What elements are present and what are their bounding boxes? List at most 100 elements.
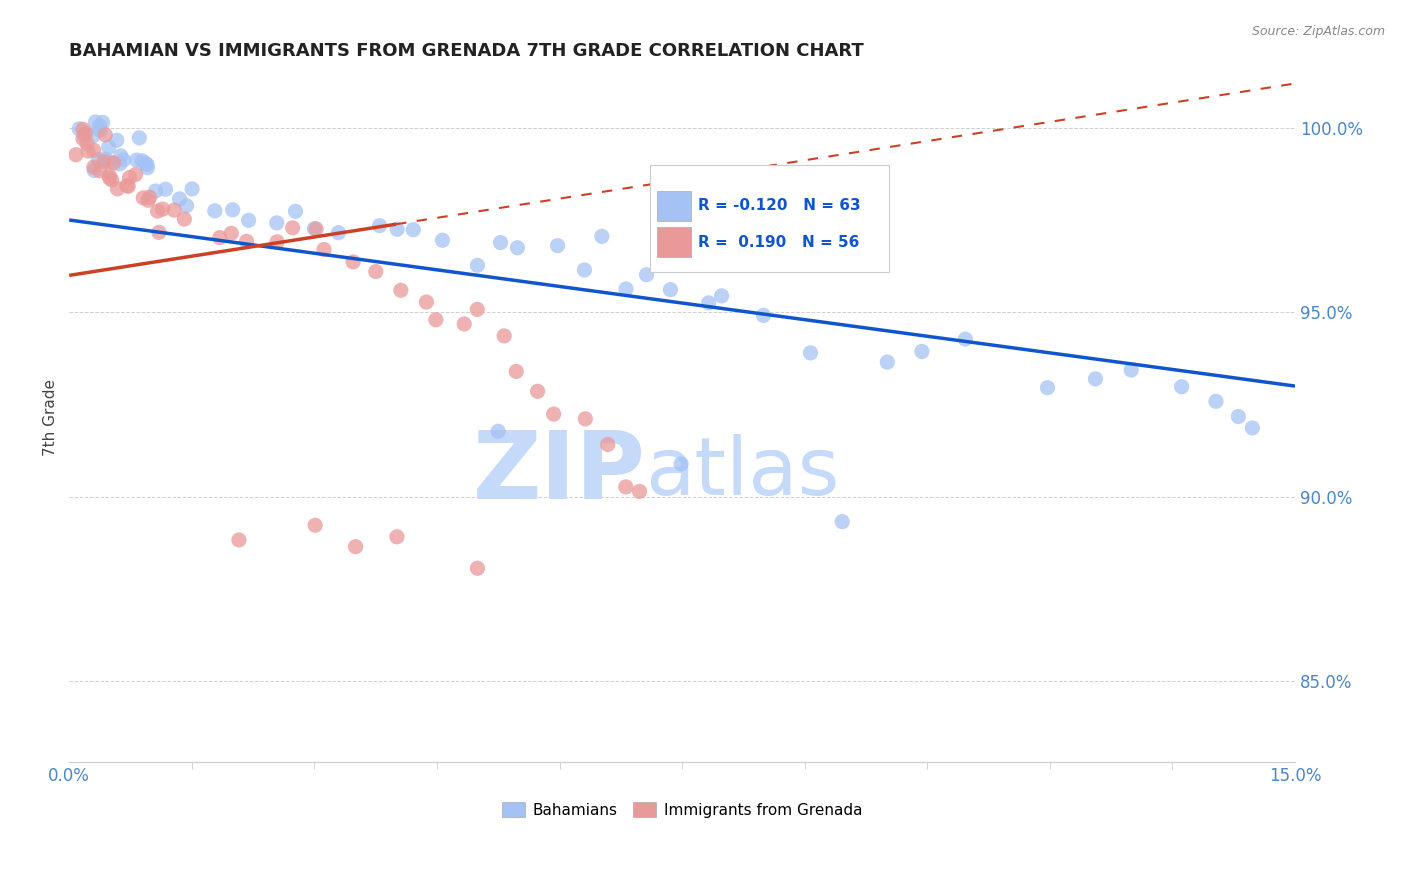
Point — [138, 190, 160, 204]
Point — [385, 222, 408, 236]
Point — [752, 309, 775, 323]
Point — [228, 533, 250, 547]
Point — [1036, 381, 1059, 395]
Point — [425, 312, 447, 326]
Point — [876, 355, 898, 369]
Point — [574, 263, 596, 277]
Point — [1170, 380, 1192, 394]
Point — [328, 226, 350, 240]
Point — [118, 170, 141, 185]
Point — [1084, 372, 1107, 386]
Text: Source: ZipAtlas.com: Source: ZipAtlas.com — [1251, 25, 1385, 38]
Point — [955, 332, 977, 346]
Point — [84, 115, 107, 129]
Point — [304, 221, 326, 235]
Point — [467, 561, 489, 575]
Point — [145, 184, 167, 198]
Point — [266, 216, 288, 230]
Point — [98, 154, 121, 169]
Point — [574, 412, 596, 426]
Point — [132, 191, 155, 205]
Text: atlas: atlas — [645, 434, 839, 512]
Point — [163, 203, 186, 218]
Point — [235, 235, 257, 249]
Point — [591, 229, 613, 244]
Point — [115, 178, 138, 193]
Point — [831, 515, 853, 529]
Point — [83, 161, 105, 175]
Point — [344, 540, 367, 554]
Point — [368, 219, 391, 233]
Point — [108, 157, 131, 171]
Bar — [650, 165, 890, 272]
Point — [83, 163, 105, 178]
Point — [91, 115, 114, 129]
Point — [453, 317, 475, 331]
Text: ZIP: ZIP — [472, 426, 645, 518]
Point — [415, 295, 437, 310]
Point — [659, 283, 682, 297]
Point — [87, 153, 110, 167]
Point — [72, 131, 94, 145]
Point — [169, 192, 191, 206]
Point — [65, 147, 87, 161]
Point — [176, 199, 198, 213]
Point — [402, 223, 425, 237]
Bar — [657, 227, 690, 257]
Point — [1241, 421, 1264, 435]
Point — [146, 204, 169, 219]
Point — [342, 255, 364, 269]
Point — [281, 220, 304, 235]
Point — [364, 264, 387, 278]
Point — [614, 480, 637, 494]
Point — [465, 302, 488, 317]
Point — [75, 126, 97, 140]
Point — [136, 161, 159, 175]
Point — [105, 133, 128, 147]
Point — [697, 296, 720, 310]
Point — [131, 153, 153, 168]
Point — [73, 128, 96, 142]
Point — [93, 154, 115, 169]
Point — [76, 136, 98, 151]
Text: R = -0.120   N = 63: R = -0.120 N = 63 — [697, 198, 860, 213]
Point — [636, 268, 658, 282]
Point — [628, 484, 651, 499]
Point — [103, 156, 125, 170]
Y-axis label: 7th Grade: 7th Grade — [44, 379, 58, 456]
Point — [128, 131, 150, 145]
Point — [385, 530, 408, 544]
Point — [124, 168, 146, 182]
Point — [98, 169, 121, 183]
Point — [489, 235, 512, 250]
Point — [221, 227, 243, 241]
Point — [911, 344, 934, 359]
Point — [1121, 363, 1143, 377]
Point — [136, 193, 159, 207]
Point — [506, 241, 529, 255]
Point — [72, 122, 94, 136]
Point — [89, 123, 111, 137]
Point — [494, 329, 516, 343]
Bar — [657, 191, 690, 221]
Point — [526, 384, 548, 399]
Text: BAHAMIAN VS IMMIGRANTS FROM GRENADA 7TH GRADE CORRELATION CHART: BAHAMIAN VS IMMIGRANTS FROM GRENADA 7TH … — [69, 42, 863, 60]
Point — [1205, 394, 1227, 409]
Point — [432, 233, 454, 247]
Point — [110, 149, 132, 163]
Point — [89, 119, 111, 133]
Point — [155, 182, 177, 196]
Point — [107, 182, 129, 196]
Point — [547, 238, 569, 252]
Text: R =  0.190   N = 56: R = 0.190 N = 56 — [697, 235, 859, 250]
Point — [389, 283, 412, 297]
Point — [266, 235, 288, 249]
Point — [117, 179, 139, 194]
Point — [134, 156, 156, 170]
Point — [614, 282, 637, 296]
Point — [136, 157, 159, 171]
Point — [181, 182, 204, 196]
Point — [94, 152, 117, 166]
Point — [284, 204, 307, 219]
Point — [221, 202, 243, 217]
